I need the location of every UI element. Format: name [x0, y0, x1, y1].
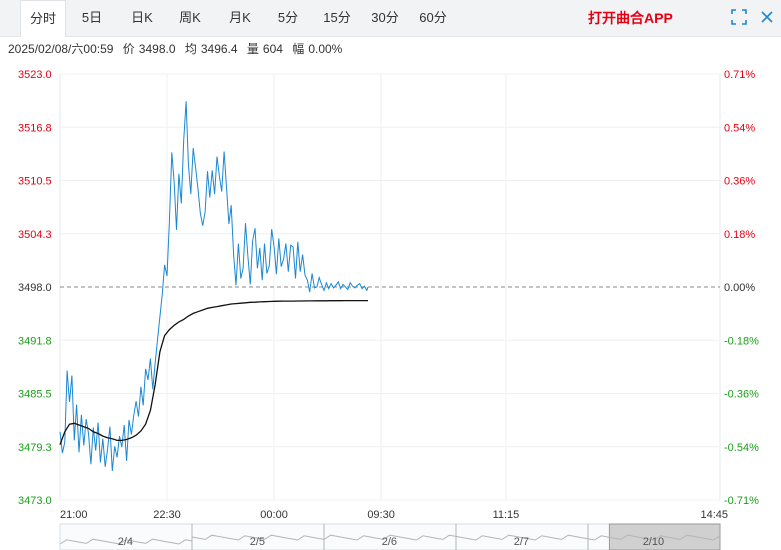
percent-axis: 0.71% 0.54% 0.36% 0.18% 0.00% -0.18% -0.36% -0.…: [724, 69, 759, 507]
volume-value: 604: [262, 42, 283, 56]
x-tick-label: 22:30: [153, 509, 181, 521]
y-tick-label: 3516.8: [18, 122, 52, 134]
y-pct-label: -0.36%: [724, 389, 759, 401]
navigator-frame: [59, 523, 721, 550]
y-tick-label: 3504.3: [18, 229, 52, 241]
navigator-sparkline: [59, 538, 193, 545]
y-pct-label: 0.54%: [724, 122, 755, 134]
navigator-date-label: 2/10: [643, 536, 664, 548]
plot-frame: [59, 73, 721, 501]
navigator-date-label: 2/4: [118, 536, 133, 548]
x-tick-label: 11:15: [493, 509, 520, 521]
tab-intraday[interactable]: 分时: [20, 0, 66, 37]
avg-label: 均: [184, 42, 197, 56]
y-tick-label: 3491.8: [18, 335, 52, 347]
tab-60min[interactable]: 60分: [419, 10, 447, 25]
quote-datetime: 2025/02/08/六00:59: [8, 42, 114, 56]
navigator-date-label: 2/6: [382, 536, 397, 548]
open-app-link[interactable]: 打开曲合APP: [588, 10, 673, 26]
x-tick-label: 14:45: [700, 509, 728, 521]
chart-series: [59, 101, 369, 472]
quote-info-bar: 2025/02/08/六00:59 价 3498.0 均 3496.4 量 604 幅…: [8, 40, 348, 58]
y-tick-label: 3510.5: [18, 176, 52, 188]
price-label: 价: [122, 42, 135, 56]
time-axis: 21:00 22:30 00:00 09:30 11:15 14:45: [60, 509, 728, 521]
tab-30min[interactable]: 30分: [371, 10, 399, 25]
price-line: [59, 101, 369, 472]
navigator-window: [608, 523, 721, 550]
tab-weekly-k[interactable]: 周K: [179, 10, 201, 25]
navigator-sparkline: [455, 534, 589, 541]
y-tick-label: 3498.0: [18, 282, 52, 294]
y-tick-label: 3473.0: [18, 495, 52, 507]
x-tick-label: 09:30: [367, 509, 395, 521]
navigator-sparkline: [587, 534, 721, 541]
fullscreen-icon[interactable]: [731, 9, 747, 25]
navigator-strip: 2/4 2/5 2/6 2/7 2/10: [59, 523, 721, 550]
change-label: 幅: [292, 42, 305, 56]
navigator-date-label: 2/7: [514, 536, 529, 548]
price-value: 3498.0: [138, 42, 176, 56]
y-pct-label: 0.18%: [724, 229, 755, 241]
volume-label: 量: [246, 42, 259, 56]
tab-15min[interactable]: 15分: [323, 10, 351, 25]
y-tick-label: 3479.3: [18, 442, 52, 454]
tab-5day[interactable]: 5日: [81, 10, 103, 25]
y-pct-label: -0.54%: [724, 442, 759, 454]
x-tick-label: 21:00: [60, 509, 88, 521]
y-pct-label: 0.71%: [724, 69, 755, 81]
tab-monthly-k[interactable]: 月K: [229, 10, 251, 25]
change-value: 0.00%: [308, 42, 343, 56]
close-icon[interactable]: [759, 9, 775, 25]
chart-grid: [59, 73, 721, 501]
y-tick-label: 3523.0: [18, 69, 52, 81]
period-tab-bar: 分时 5日 日K 周K 月K 5分 15分 30分 60分 打开曲合APP: [0, 0, 781, 37]
y-tick-label: 3485.5: [18, 389, 52, 401]
price-axis: 3523.0 3516.8 3510.5 3504.3 3498.0 3491.8 3485…: [18, 69, 52, 507]
y-pct-label: 0.36%: [724, 176, 755, 188]
x-tick-label: 00:00: [260, 509, 288, 521]
navigator-sparkline: [191, 534, 325, 541]
tab-5min[interactable]: 5分: [277, 10, 299, 25]
y-pct-label: 0.00%: [724, 282, 755, 294]
avg-value: 3496.4: [200, 42, 238, 56]
tab-daily-k[interactable]: 日K: [131, 10, 153, 25]
y-pct-label: -0.71%: [724, 495, 759, 507]
navigator-date-label: 2/5: [250, 536, 265, 548]
average-line: [59, 299, 368, 445]
y-pct-label: -0.18%: [724, 335, 759, 347]
navigator-sparkline: [323, 534, 457, 541]
